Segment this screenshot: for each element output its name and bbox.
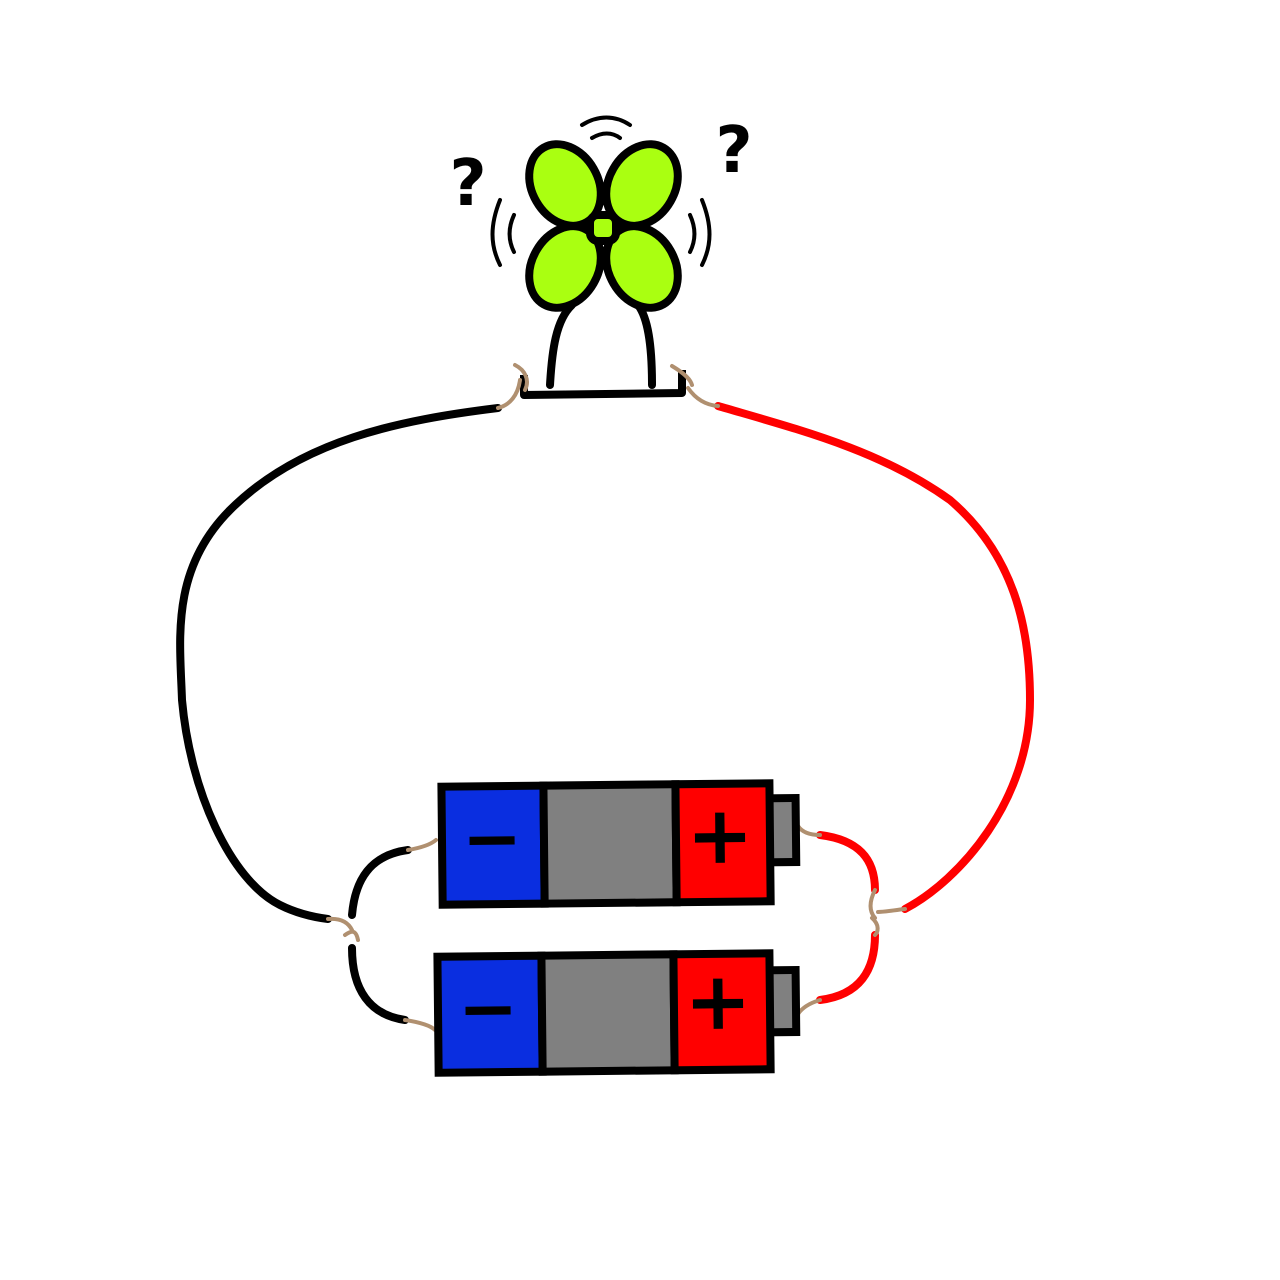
wire-positive-main [714, 402, 1035, 913]
branch-wires-positive [796, 824, 907, 1016]
fan-stand [546, 301, 656, 389]
fan-terminal-twists [496, 363, 720, 410]
branch-wires-negative [326, 838, 438, 1032]
question-mark-left: ? [449, 147, 486, 221]
fan-blade-bottom-right [602, 222, 682, 312]
fan-blades [525, 140, 682, 312]
vibration-lines [490, 115, 712, 267]
battery-negative-label: − [461, 796, 522, 881]
battery-bottom: − + [433, 949, 801, 1077]
battery-positive-label: + [686, 788, 754, 882]
battery-body-section [539, 780, 681, 908]
fan-hub [586, 211, 620, 245]
fan: ? ? [449, 114, 753, 399]
battery-positive-label: + [684, 954, 752, 1048]
wire-negative-main [176, 404, 502, 923]
battery-positive-section [669, 949, 775, 1075]
question-mark-right: ? [715, 114, 752, 188]
fan-blade-top-right [602, 140, 682, 230]
battery-negative-label: − [457, 966, 518, 1051]
fan-base [520, 370, 686, 399]
battery-body-section [537, 950, 679, 1076]
battery-top: − + [437, 779, 801, 909]
battery-positive-section [671, 779, 775, 907]
